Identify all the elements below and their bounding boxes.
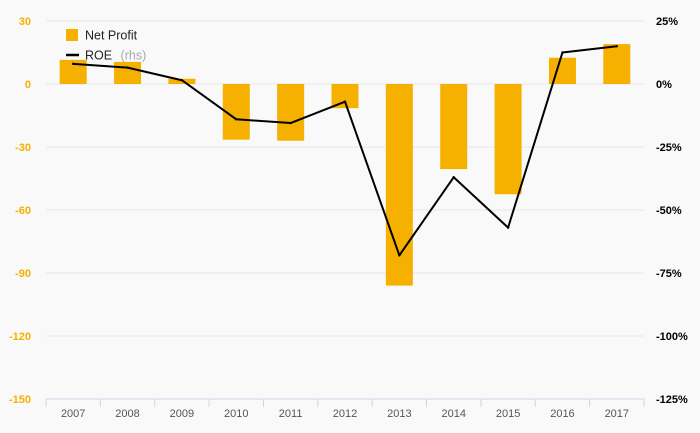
bar-2008	[114, 61, 142, 84]
x-tick-label-2007: 2007	[61, 408, 85, 420]
roe-point-2007	[71, 62, 75, 66]
left-y-tick-label: -60	[15, 205, 31, 217]
right-y-tick-label: -25%	[656, 142, 682, 154]
left-y-tick-label: 30	[19, 16, 31, 28]
right-y-axis: 25% 0% -25% -50% -75% -100% -125%	[656, 16, 688, 406]
x-tick-label-2011: 2011	[279, 408, 303, 420]
roe-point-2014	[452, 176, 455, 179]
roe-point-2017	[615, 45, 619, 48]
legend-label-roe-group: ROE (rhs)	[85, 47, 146, 64]
legend-label-net-profit: Net Profit	[85, 29, 138, 43]
left-y-tick-label: -150	[9, 394, 31, 406]
bars	[59, 44, 631, 286]
x-tick-label-2015: 2015	[496, 408, 520, 420]
legend-swatch-net-profit	[66, 29, 78, 41]
left-y-axis: 30 0 -30 -60 -90 -120 -150	[9, 16, 31, 406]
x-tick-label-2010: 2010	[224, 408, 248, 420]
x-tick-label-2009: 2009	[170, 408, 194, 420]
x-tick-label-2012: 2012	[333, 408, 357, 420]
right-y-tick-label: 25%	[656, 16, 678, 28]
right-y-tick-label: -100%	[656, 331, 688, 343]
left-y-tick-label: -90	[15, 268, 31, 280]
legend-label-roe-suffix: (rhs)	[121, 49, 147, 63]
legend-label-roe: ROE	[85, 49, 112, 63]
right-y-tick-label: -50%	[656, 205, 682, 217]
x-axis: 2007 2008 2009 2010 2011 2012 2013 2014 2015 2016…	[45, 398, 645, 420]
legend: Net Profit ROE (rhs)	[66, 29, 146, 64]
roe-point-2011	[289, 121, 292, 125]
left-y-tick-label: -120	[9, 331, 31, 343]
bar-2015	[494, 84, 522, 195]
roe-point-2016	[561, 51, 564, 54]
x-tick-label-2013: 2013	[387, 408, 411, 420]
x-tick-label-2017: 2017	[605, 408, 629, 420]
right-y-tick-label: -125%	[656, 394, 688, 406]
right-y-tick-label: 0%	[656, 79, 672, 91]
roe-point-2013	[398, 254, 401, 257]
left-y-tick-label: -30	[15, 142, 31, 154]
left-y-tick-label: 0	[25, 79, 31, 91]
bar-2017	[603, 44, 631, 84]
roe-line	[71, 45, 619, 257]
roe-point-2008	[126, 66, 129, 69]
bar-2013	[385, 84, 413, 286]
x-tick-label-2008: 2008	[115, 408, 139, 420]
right-y-tick-label: -75%	[656, 268, 682, 280]
bar-2014	[440, 84, 468, 170]
roe-point-2015	[506, 226, 510, 229]
roe-point-2010	[235, 118, 238, 121]
x-tick-label-2014: 2014	[441, 408, 465, 420]
bar-2011	[277, 84, 305, 141]
x-tick-label-2016: 2016	[550, 408, 574, 420]
roe-series-line	[73, 45, 617, 257]
roe-point-2012	[343, 100, 347, 103]
roe-point-2009	[180, 79, 184, 82]
grid-lines	[46, 20, 644, 337]
